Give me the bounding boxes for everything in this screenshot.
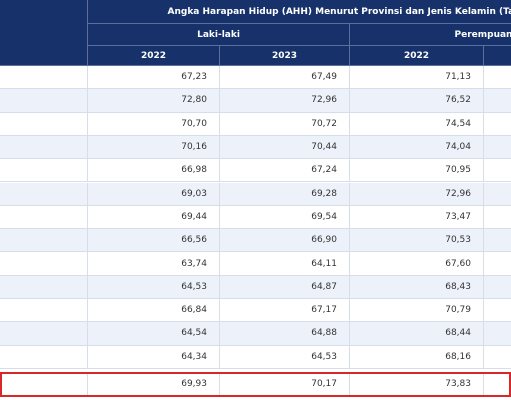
cut-cell bbox=[484, 252, 511, 276]
row-label-cell bbox=[0, 252, 88, 276]
value-cell: 69,03 bbox=[88, 182, 220, 206]
cut-cell bbox=[484, 66, 511, 90]
value-cell: 64,34 bbox=[88, 345, 220, 369]
value-cell: 66,84 bbox=[88, 299, 220, 323]
value-cell: 72,96 bbox=[220, 89, 350, 113]
value-cell: 64,88 bbox=[220, 322, 350, 346]
value-cell: 67,49 bbox=[220, 66, 350, 90]
value-cell: 68,16 bbox=[350, 345, 484, 369]
value-cell: 63,74 bbox=[88, 252, 220, 276]
value-cell: 74,04 bbox=[350, 135, 484, 160]
value-cell: 66,90 bbox=[220, 229, 350, 253]
value-cell: 69,54 bbox=[220, 205, 350, 230]
value-cell: 70,72 bbox=[220, 112, 350, 136]
row-label-cell bbox=[0, 66, 88, 90]
row-label-cell bbox=[0, 322, 88, 346]
value-cell: 71,13 bbox=[350, 66, 484, 90]
cut-cell bbox=[484, 299, 511, 323]
total-cell: 69,93 bbox=[88, 372, 220, 397]
value-cell: 69,44 bbox=[88, 205, 220, 230]
value-cell: 64,87 bbox=[220, 275, 350, 299]
group-header: Perempuan bbox=[350, 24, 511, 46]
value-cell: 76,52 bbox=[350, 89, 484, 113]
cut-cell bbox=[484, 182, 511, 206]
row-label-cell bbox=[0, 205, 88, 230]
header-title: Angka Harapan Hidup (AHH) Menurut Provin… bbox=[88, 0, 511, 24]
value-cell: 64,11 bbox=[220, 252, 350, 276]
value-cell: 72,96 bbox=[350, 182, 484, 206]
value-cell: 70,16 bbox=[88, 135, 220, 160]
value-cell: 68,44 bbox=[350, 322, 484, 346]
year-header: 2023 bbox=[220, 46, 350, 66]
row-label-cell bbox=[0, 112, 88, 136]
cut-cell bbox=[484, 159, 511, 183]
value-cell: 66,56 bbox=[88, 229, 220, 253]
row-label-cell bbox=[0, 89, 88, 113]
value-cell: 64,53 bbox=[88, 275, 220, 299]
value-cell: 67,24 bbox=[220, 159, 350, 183]
value-cell: 70,44 bbox=[220, 135, 350, 160]
value-cell: 70,79 bbox=[350, 299, 484, 323]
value-cell: 67,60 bbox=[350, 252, 484, 276]
cut-cell bbox=[484, 322, 511, 346]
group-header: Laki-laki bbox=[88, 24, 350, 46]
value-cell: 64,53 bbox=[220, 345, 350, 369]
value-cell: 64,54 bbox=[88, 322, 220, 346]
value-cell: 67,17 bbox=[220, 299, 350, 323]
row-label-cell bbox=[0, 345, 88, 369]
cut-cell bbox=[484, 345, 511, 369]
row-label-cell bbox=[0, 135, 88, 160]
header-blank bbox=[0, 0, 88, 66]
value-cell: 68,43 bbox=[350, 275, 484, 299]
value-cell: 67,23 bbox=[88, 66, 220, 90]
cut-cell bbox=[484, 135, 511, 160]
cut-cell bbox=[484, 205, 511, 230]
cut-cell bbox=[484, 89, 511, 113]
value-cell: 70,70 bbox=[88, 112, 220, 136]
value-cell: 74,54 bbox=[350, 112, 484, 136]
year-header: 2022 bbox=[88, 46, 220, 66]
cut-cell bbox=[484, 229, 511, 253]
row-label-cell bbox=[0, 229, 88, 253]
value-cell: 73,47 bbox=[350, 205, 484, 230]
cut-cell bbox=[484, 112, 511, 136]
value-cell: 72,80 bbox=[88, 89, 220, 113]
row-label-cell bbox=[0, 299, 88, 323]
value-cell: 69,28 bbox=[220, 182, 350, 206]
cut-cell bbox=[484, 372, 511, 397]
value-cell: 70,53 bbox=[350, 229, 484, 253]
value-cell: 66,98 bbox=[88, 159, 220, 183]
total-label-cell bbox=[0, 372, 88, 397]
year-header: 2022 bbox=[350, 46, 484, 66]
year-header-cut bbox=[484, 46, 511, 66]
total-cell: 73,83 bbox=[350, 372, 484, 397]
row-label-cell bbox=[0, 275, 88, 299]
cut-cell bbox=[484, 275, 511, 299]
row-label-cell bbox=[0, 159, 88, 183]
total-cell: 70,17 bbox=[220, 372, 350, 397]
row-label-cell bbox=[0, 182, 88, 206]
value-cell: 70,95 bbox=[350, 159, 484, 183]
